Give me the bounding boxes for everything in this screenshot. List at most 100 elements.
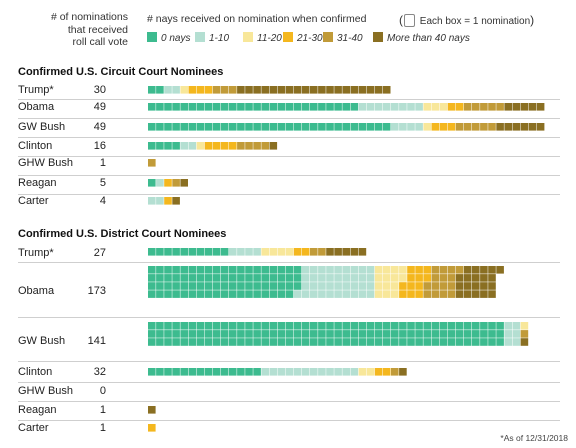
waffle-box <box>407 123 415 131</box>
waffle-box <box>488 338 496 346</box>
waffle-box <box>196 322 205 330</box>
waffle-box <box>480 330 488 338</box>
row-label: GW Bush <box>18 121 66 133</box>
waffle-box <box>220 86 229 94</box>
box-unit-icon <box>404 14 415 27</box>
waffle-box <box>447 322 456 330</box>
waffle-box <box>310 322 318 330</box>
waffle-box <box>512 330 521 338</box>
waffle-box <box>431 282 440 290</box>
waffle-box <box>382 282 391 290</box>
waffle-box <box>463 123 472 131</box>
row-label: GHW Bush <box>18 157 74 169</box>
waffle-box <box>374 123 383 131</box>
waffle-box <box>447 282 456 290</box>
waffle-box <box>520 330 529 338</box>
waffle-box <box>301 322 310 330</box>
waffle-box <box>326 322 334 330</box>
waffle-box <box>245 282 253 290</box>
waffle-box <box>293 368 302 376</box>
waffle-box <box>237 368 245 376</box>
legend-swatch-2 <box>243 32 253 42</box>
waffle-box <box>439 274 448 282</box>
row-label: Carter <box>18 195 49 207</box>
waffle-box <box>399 368 407 376</box>
waffle-box <box>277 266 286 274</box>
box-unit-note: ( Each box = 1 nomination) <box>399 13 535 27</box>
waffle-box <box>285 368 294 376</box>
waffle-box <box>358 123 367 131</box>
waffle-box <box>407 338 415 346</box>
waffle-box <box>180 322 188 330</box>
waffle-box <box>245 322 253 330</box>
waffle-box <box>204 103 213 111</box>
waffle-box <box>245 142 253 150</box>
waffle-box <box>366 338 375 346</box>
legend-item-0: 0 nays <box>147 32 190 44</box>
waffle-box <box>261 274 269 282</box>
waffle-box <box>480 290 488 298</box>
waffle-box <box>204 248 213 256</box>
waffle-box <box>277 322 286 330</box>
waffle-box <box>196 368 205 376</box>
waffle-box <box>439 290 448 298</box>
waffle-box <box>310 266 318 274</box>
waffle-box <box>318 274 326 282</box>
waffle-box <box>156 322 164 330</box>
waffle-box <box>512 123 521 131</box>
waffle-box <box>366 282 375 290</box>
waffle-box <box>318 322 326 330</box>
waffle-box <box>156 282 164 290</box>
waffle-box <box>212 322 221 330</box>
waffle-box <box>342 266 350 274</box>
waffle-box <box>472 290 480 298</box>
waffle-box <box>237 290 245 298</box>
waffle-box <box>253 142 261 150</box>
waffle-box <box>431 274 440 282</box>
waffle-box <box>423 330 431 338</box>
waffle-box <box>156 179 164 187</box>
waffle-box <box>261 86 269 94</box>
waffle-box <box>245 338 253 346</box>
waffle-box <box>164 103 172 111</box>
waffle-box <box>310 282 318 290</box>
nays-header: # nays received on nomination when confi… <box>147 13 367 25</box>
waffle-box <box>277 330 286 338</box>
waffle-box <box>148 179 156 187</box>
waffle-box <box>447 290 456 298</box>
waffle-box <box>504 322 512 330</box>
waffle-box <box>326 290 334 298</box>
waffle-box <box>334 282 342 290</box>
row-label: Trump* <box>18 247 54 259</box>
waffle-box <box>204 322 213 330</box>
row-divider <box>18 361 560 362</box>
waffle-box <box>391 103 399 111</box>
waffle-box <box>156 274 164 282</box>
waffle-box <box>237 103 245 111</box>
waffle-box <box>366 266 375 274</box>
waffle-box <box>172 197 180 205</box>
waffle-box <box>504 123 512 131</box>
waffle-box <box>463 103 472 111</box>
waffle-box <box>447 123 456 131</box>
waffle-box <box>156 123 164 131</box>
waffle-box <box>204 123 213 131</box>
legend-label-5: More than 40 nays <box>387 33 470 44</box>
waffle-box <box>415 123 423 131</box>
waffle-box <box>455 330 464 338</box>
waffle-box <box>180 290 188 298</box>
waffle-box <box>285 274 294 282</box>
waffle-box <box>536 103 545 111</box>
waffle-box <box>399 123 407 131</box>
waffle-box <box>253 368 261 376</box>
row-divider <box>18 420 560 421</box>
waffle-box <box>342 274 350 282</box>
row-count: 49 <box>93 121 106 133</box>
waffle-box <box>334 266 342 274</box>
waffle-box <box>463 290 472 298</box>
waffle-box <box>350 266 359 274</box>
waffle-box <box>261 338 269 346</box>
waffle-box <box>285 86 294 94</box>
waffle-box <box>407 282 415 290</box>
waffle-box <box>245 274 253 282</box>
